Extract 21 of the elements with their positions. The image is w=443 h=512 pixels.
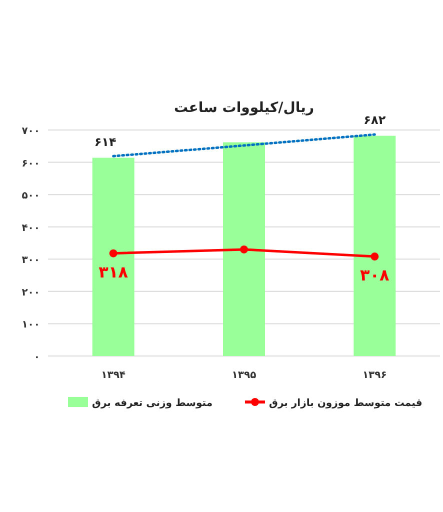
chart-title: ریال/کیلووات ساعت — [174, 100, 314, 116]
y-tick-label: ۶۰۰ — [22, 158, 40, 170]
y-tick-label: ۵۰۰ — [22, 190, 40, 202]
data-label: ۳۱۸ — [98, 262, 128, 282]
x-tick-label: ۱۳۹۴ — [101, 370, 126, 381]
legend-label: متوسط وزنی تعرفه برق — [92, 398, 213, 409]
bar — [223, 142, 265, 356]
y-tick-label: ۳۰۰ — [22, 255, 40, 266]
y-tick-label: ۲۰۰ — [22, 287, 40, 298]
y-tick-label: ۴۰۰ — [22, 222, 40, 234]
x-tick-label: ۱۳۹۵ — [232, 370, 256, 381]
legend-label: قیمت متوسط موزون بازار برق — [269, 398, 422, 409]
data-label: ۶۸۲ — [364, 112, 386, 127]
bar — [354, 136, 396, 356]
data-label: ۳۰۸ — [360, 266, 390, 285]
y-tick-label: ۱۰۰ — [22, 320, 40, 331]
data-label: ۶۱۴ — [94, 134, 116, 149]
y-tick-label: ۰ — [34, 352, 40, 363]
y-tick-label: ۷۰۰ — [22, 126, 40, 137]
x-tick-label: ۱۳۹۶ — [362, 370, 387, 381]
bar — [92, 158, 134, 356]
